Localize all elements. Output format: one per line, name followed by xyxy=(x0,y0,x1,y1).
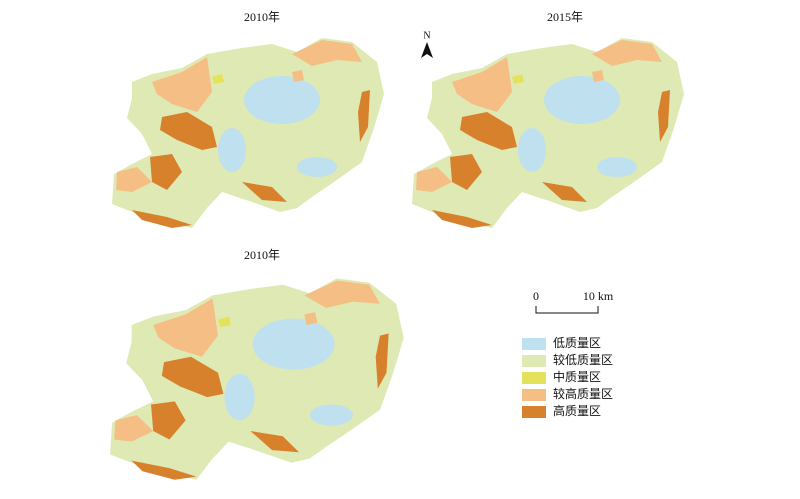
legend-swatch xyxy=(522,406,546,418)
map-2010 xyxy=(112,38,384,228)
scale-start: 0 xyxy=(533,289,539,303)
legend-label: 低质量区 xyxy=(553,336,601,350)
legend-swatch xyxy=(522,355,546,367)
map-2015 xyxy=(412,38,684,228)
map-2010-b xyxy=(110,278,404,480)
scale-end: 10 km xyxy=(583,289,614,303)
legend-label: 较低质量区 xyxy=(553,352,613,367)
map-title: 2010年 xyxy=(244,10,280,24)
legend-swatch xyxy=(522,372,546,384)
north-label: N xyxy=(423,30,430,41)
map-title: 2010年 xyxy=(244,248,280,262)
legend-label: 较高质量区 xyxy=(553,386,613,401)
legend-swatch xyxy=(522,389,546,401)
legend-label: 高质量区 xyxy=(553,403,601,418)
north-arrow: N xyxy=(421,30,433,58)
map-title: 2015年 xyxy=(547,10,583,24)
scale-bar: 0 10 km xyxy=(533,289,614,314)
legend-label: 中质量区 xyxy=(553,369,601,384)
legend-swatch xyxy=(522,338,546,350)
